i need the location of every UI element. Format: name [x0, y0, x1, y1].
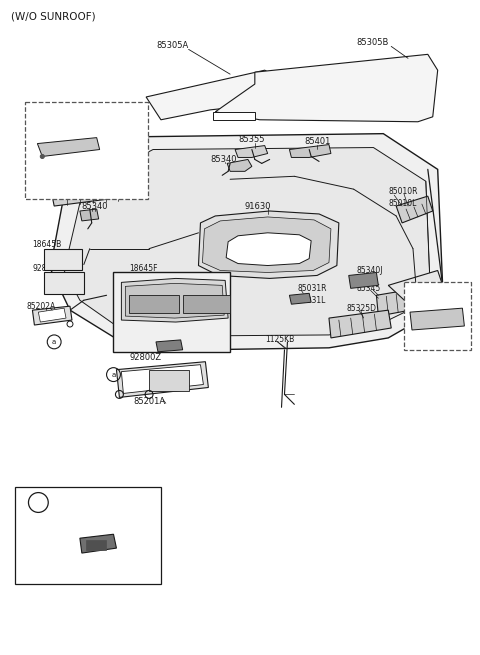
Polygon shape	[38, 308, 66, 322]
Polygon shape	[52, 189, 123, 206]
Polygon shape	[203, 217, 331, 272]
Polygon shape	[329, 310, 391, 338]
Text: 85031R: 85031R	[297, 284, 327, 293]
Polygon shape	[80, 209, 99, 221]
Polygon shape	[227, 159, 252, 172]
Bar	[44, 272, 84, 294]
Text: 85335B: 85335B	[40, 181, 73, 191]
Text: (W/O SUNROOF): (W/O SUNROOF)	[11, 12, 96, 22]
Text: 85355: 85355	[40, 125, 67, 134]
Text: a: a	[111, 371, 116, 377]
Text: 85401: 85401	[304, 137, 331, 146]
Polygon shape	[289, 293, 311, 304]
Bar	[14, 487, 161, 584]
Text: 85340J: 85340J	[357, 266, 383, 275]
Polygon shape	[349, 272, 378, 288]
Bar	[44, 249, 82, 271]
Text: a: a	[36, 498, 41, 507]
Circle shape	[40, 155, 44, 159]
Polygon shape	[80, 534, 117, 553]
Text: 85340: 85340	[82, 202, 108, 210]
Polygon shape	[37, 138, 100, 157]
Text: 18645F: 18645F	[129, 264, 158, 273]
Text: 85010R: 85010R	[388, 187, 418, 196]
Polygon shape	[117, 362, 208, 398]
Text: 85202A: 85202A	[26, 302, 56, 310]
Polygon shape	[121, 278, 228, 322]
Text: 85305B: 85305B	[357, 38, 389, 47]
Polygon shape	[213, 112, 255, 120]
Polygon shape	[289, 145, 331, 157]
Text: 91630: 91630	[245, 202, 272, 210]
Bar	[86, 540, 106, 550]
Text: 85345: 85345	[416, 301, 443, 310]
Polygon shape	[64, 147, 430, 336]
Polygon shape	[146, 70, 291, 120]
Polygon shape	[125, 284, 224, 318]
Text: 85325D: 85325D	[347, 304, 377, 312]
Text: 85010L: 85010L	[388, 198, 417, 208]
Text: 85340: 85340	[210, 155, 237, 164]
Bar	[129, 295, 179, 313]
Text: (3DOOR): (3DOOR)	[408, 288, 449, 297]
Polygon shape	[235, 145, 268, 157]
Text: 92800Z: 92800Z	[129, 353, 161, 362]
Polygon shape	[226, 233, 311, 265]
Bar	[404, 282, 471, 350]
Text: 85235: 85235	[30, 534, 55, 543]
Text: a: a	[52, 339, 56, 345]
Text: 85355: 85355	[238, 135, 264, 144]
Polygon shape	[33, 306, 72, 325]
Text: 85345: 85345	[357, 284, 381, 293]
Text: (3DOOR): (3DOOR)	[33, 109, 77, 119]
Bar	[183, 295, 230, 313]
Polygon shape	[216, 54, 438, 122]
Polygon shape	[396, 196, 433, 223]
Polygon shape	[199, 211, 339, 278]
Text: 1125KB: 1125KB	[264, 335, 294, 345]
Text: 85201A: 85201A	[133, 397, 165, 406]
Text: 92890A: 92890A	[33, 264, 62, 273]
Polygon shape	[121, 365, 204, 394]
Bar	[24, 102, 148, 199]
Polygon shape	[50, 134, 443, 350]
Polygon shape	[156, 340, 183, 352]
Text: 85305A: 85305A	[156, 41, 188, 50]
Polygon shape	[388, 271, 443, 310]
Bar	[113, 272, 230, 352]
Polygon shape	[410, 308, 464, 330]
Polygon shape	[376, 288, 421, 316]
Text: 85031L: 85031L	[297, 296, 326, 305]
Bar	[149, 369, 189, 392]
Text: 1229MA: 1229MA	[30, 548, 61, 557]
Text: 18645B: 18645B	[33, 240, 62, 249]
